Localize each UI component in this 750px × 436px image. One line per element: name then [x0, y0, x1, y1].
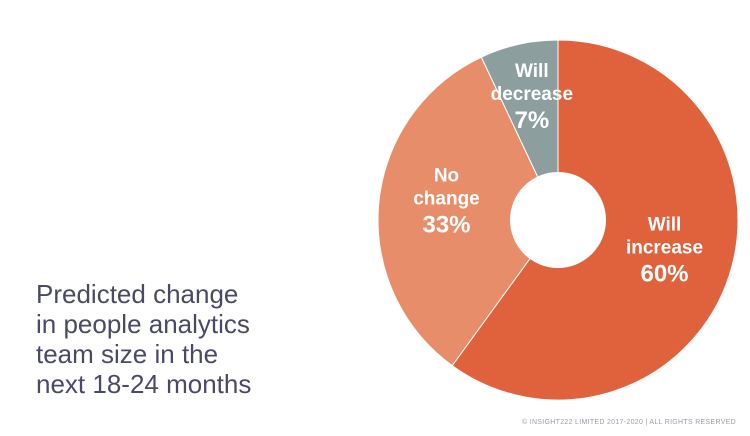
slice-label-line: decrease — [491, 84, 573, 105]
donut-hole — [510, 172, 606, 268]
chart-title-line-2: in people analytics — [36, 309, 250, 339]
copyright-notice: © INSIGHT222 LIMITED 2017-2020 | ALL RIG… — [522, 419, 736, 426]
slice-label-line: No — [434, 165, 459, 186]
slice-value-label: 33% — [422, 211, 470, 238]
chart-title: Predicted change in people analytics tea… — [36, 279, 336, 399]
slice-value-label: 60% — [640, 261, 688, 288]
slice-label-line: Will — [515, 61, 549, 82]
slice-label-line: change — [413, 188, 480, 209]
chart-title-line-1: Predicted change — [36, 279, 239, 309]
slice-will-decrease — [480, 39, 559, 221]
slice-no-change — [377, 56, 559, 367]
slice-label-line: increase — [626, 238, 703, 259]
chart-title-line-4: next 18-24 months — [36, 369, 252, 399]
slice-value-label: 7% — [514, 107, 549, 134]
slice-label-line: Will — [648, 215, 682, 236]
chart-title-line-3: team size in the — [36, 339, 219, 369]
